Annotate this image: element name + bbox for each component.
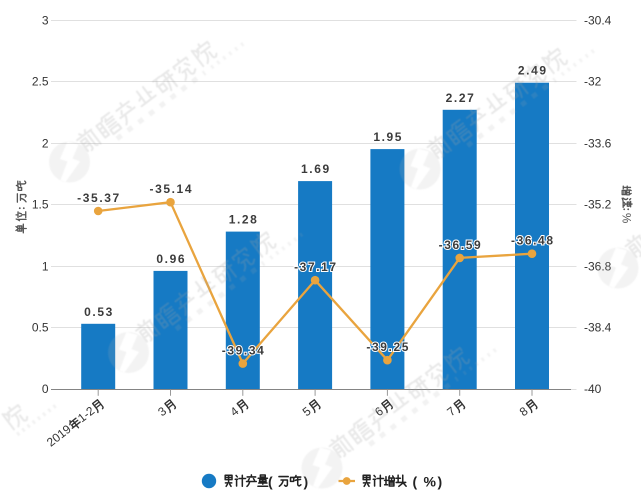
svg-text:%: % (620, 213, 632, 223)
svg-text:-39.34: -39.34 (222, 344, 266, 358)
svg-text:-32: -32 (584, 74, 602, 88)
svg-text:): ) (304, 474, 309, 490)
svg-text:0: 0 (42, 382, 49, 396)
svg-text:2.5: 2.5 (32, 74, 49, 88)
svg-text:0.5: 0.5 (32, 320, 49, 334)
svg-text:-36.59: -36.59 (439, 238, 483, 252)
svg-text:1.5: 1.5 (32, 197, 49, 211)
svg-text:1.28: 1.28 (229, 213, 259, 227)
svg-text:-35.2: -35.2 (584, 197, 612, 211)
svg-text:1: 1 (42, 259, 49, 273)
svg-text:2.49: 2.49 (518, 64, 548, 78)
svg-text:1.95: 1.95 (373, 130, 403, 144)
svg-text:2.27: 2.27 (446, 91, 476, 105)
svg-text:-36.48: -36.48 (511, 234, 555, 248)
svg-text:(: ( (413, 474, 418, 490)
svg-text:-40: -40 (584, 382, 602, 396)
svg-text:%: % (424, 474, 437, 490)
svg-text:-38.4: -38.4 (584, 320, 612, 334)
svg-text:): ) (438, 474, 443, 490)
svg-text:-35.14: -35.14 (149, 182, 193, 196)
svg-text:-33.6: -33.6 (584, 136, 612, 150)
svg-text:-39.25: -39.25 (366, 340, 410, 354)
svg-text:(: ( (268, 474, 273, 490)
svg-text:3: 3 (42, 13, 49, 27)
svg-text:-30.4: -30.4 (584, 13, 612, 27)
svg-text:1.69: 1.69 (301, 162, 331, 176)
svg-text:2: 2 (42, 136, 49, 150)
svg-text:0.53: 0.53 (84, 305, 114, 319)
svg-text:-35.37: -35.37 (77, 191, 121, 205)
svg-text:0.96: 0.96 (156, 252, 186, 266)
svg-text:-37.17: -37.17 (294, 260, 338, 274)
